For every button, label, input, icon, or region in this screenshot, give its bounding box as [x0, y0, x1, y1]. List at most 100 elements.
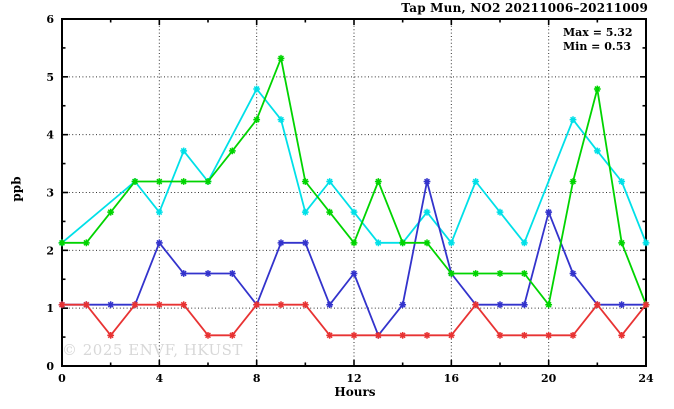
series-red-marker: [496, 331, 504, 339]
chart-title: Tap Mun, NO2 20211006–20211009: [401, 1, 648, 15]
series-green-marker: [447, 270, 455, 277]
series-cyan-marker: [253, 85, 261, 93]
series-red-marker: [423, 331, 431, 339]
series-red-marker: [107, 331, 115, 339]
series-green-marker: [326, 208, 334, 216]
series-blue-marker: [180, 270, 188, 277]
series-red-marker: [326, 331, 334, 339]
series-cyan-marker: [520, 239, 528, 247]
series-green-marker: [399, 239, 407, 247]
x-axis-label: Hours: [334, 385, 376, 399]
series-green-marker: [569, 178, 577, 185]
watermark: © 2025 ENVF, HKUST: [62, 341, 243, 359]
series-red-marker: [447, 331, 455, 339]
y-axis-label: ppb: [9, 176, 24, 202]
series-green-marker: [496, 270, 504, 277]
series-cyan-marker: [277, 116, 285, 124]
series-cyan-marker: [569, 116, 577, 124]
series-blue-marker: [204, 270, 212, 277]
y-tick-label: 4: [46, 129, 54, 142]
series-blue-marker: [545, 208, 553, 216]
series-cyan-marker: [642, 239, 650, 247]
series-green-marker: [374, 178, 382, 185]
y-tick-label: 6: [46, 13, 54, 26]
series-green-marker: [520, 270, 528, 277]
series-cyan-marker: [326, 178, 334, 185]
series-cyan-marker: [423, 208, 431, 216]
series-blue-marker: [423, 178, 431, 185]
x-tick-label: 4: [156, 372, 164, 385]
series-green-marker: [545, 301, 553, 309]
series-cyan-marker: [447, 239, 455, 247]
x-tick-label: 12: [346, 372, 361, 385]
series-red-marker: [350, 331, 358, 339]
series-red-marker: [228, 331, 236, 339]
series-red-marker: [58, 301, 66, 309]
series-blue-marker: [228, 270, 236, 277]
series-green-marker: [618, 239, 626, 247]
series-green-marker: [350, 239, 358, 247]
series-red-marker: [642, 301, 650, 309]
series-green-marker: [107, 208, 115, 216]
series-cyan-marker: [180, 147, 188, 155]
series-red-marker: [301, 301, 309, 309]
series-red-marker: [374, 331, 382, 339]
series-blue-marker: [569, 270, 577, 277]
series-blue-marker: [155, 239, 163, 247]
series-red-marker: [82, 301, 90, 309]
x-tick-label: 0: [58, 372, 66, 385]
series-blue-marker: [520, 301, 528, 309]
series-green-marker: [472, 270, 480, 277]
series-red-marker: [277, 301, 285, 309]
y-tick-label: 5: [46, 71, 54, 84]
series-green-marker: [82, 239, 90, 247]
series-green-marker: [204, 178, 212, 185]
series-green-marker: [180, 178, 188, 185]
series-blue-marker: [326, 301, 334, 309]
series-red-marker: [155, 301, 163, 309]
y-tick-label: 0: [46, 360, 54, 373]
series-red-marker: [593, 301, 601, 309]
series-red-marker: [253, 301, 261, 309]
series-green-marker: [228, 147, 236, 155]
series-cyan-marker: [155, 208, 163, 216]
series-cyan-marker: [301, 208, 309, 216]
series-red-marker: [472, 301, 480, 309]
series-blue-marker: [496, 301, 504, 309]
series-green-marker: [423, 239, 431, 247]
series-green-marker: [277, 54, 285, 62]
x-tick-label: 8: [253, 372, 261, 385]
series-green-marker: [593, 85, 601, 93]
series-red-marker: [180, 301, 188, 309]
series-cyan-marker: [472, 178, 480, 185]
series-blue-marker: [107, 301, 115, 309]
series-blue-marker: [350, 270, 358, 277]
series-blue-marker: [301, 239, 309, 247]
y-tick-label: 3: [46, 187, 54, 200]
series-cyan-marker: [496, 208, 504, 216]
series-red-line: [62, 303, 647, 337]
series-cyan-marker: [350, 208, 358, 216]
series-green-marker: [58, 239, 66, 247]
max-value-label: Max = 5.32: [563, 26, 633, 39]
series-cyan-marker: [618, 178, 626, 185]
series-blue-marker: [399, 301, 407, 309]
series-red-marker: [399, 331, 407, 339]
series-red-marker: [569, 331, 577, 339]
x-tick-label: 24: [638, 372, 654, 385]
series-green-marker: [301, 178, 309, 185]
series-red-marker: [520, 331, 528, 339]
series-cyan-marker: [593, 147, 601, 155]
series-cyan-marker: [374, 239, 382, 247]
max-min-annotation: Max = 5.32 Min = 0.53: [563, 26, 633, 54]
x-tick-label: 16: [444, 372, 460, 385]
series-red-marker: [131, 301, 139, 309]
series-red-marker: [618, 331, 626, 339]
series-green-marker: [131, 178, 139, 185]
x-tick-label: 20: [541, 372, 557, 385]
series-green-marker: [253, 116, 261, 124]
y-tick-label: 1: [46, 302, 54, 315]
series-red-marker: [545, 331, 553, 339]
